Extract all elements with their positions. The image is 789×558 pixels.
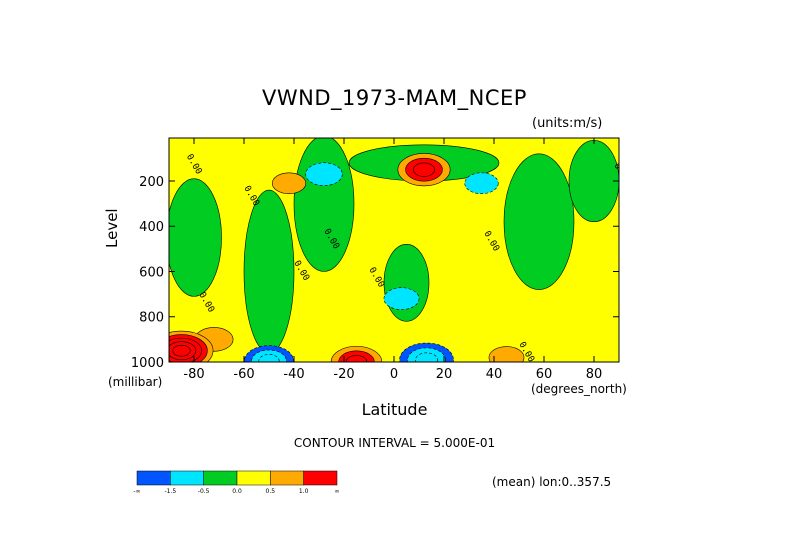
x-tick-label-2: -40: [283, 367, 304, 382]
weak-negative-band-6: [568, 139, 619, 223]
feature-3: [464, 172, 499, 195]
feature-2: [271, 172, 307, 195]
colorbar-swatch-1: [170, 470, 204, 486]
feature-6: [399, 342, 454, 362]
colorbar-swatch-3: [236, 470, 271, 486]
x-tick-label-5: 20: [436, 367, 453, 382]
weak-negative-band-0: [169, 178, 222, 297]
feature-0: [397, 153, 451, 187]
y-tick-label-1: 400: [139, 220, 164, 235]
colorbar-label-0: -∞: [133, 488, 140, 495]
contour-interval-label: CONTOUR INTERVAL = 5.000E-01: [293, 436, 496, 450]
contour-ring: [383, 287, 420, 310]
colorbar-swatch-0: [136, 470, 171, 486]
mean-label: (mean) lon:0..357.5: [492, 475, 612, 489]
x-tick-label-6: 40: [486, 367, 503, 382]
x-axis-label: Latitude: [361, 400, 428, 419]
y-tick-label-2: 600: [139, 265, 164, 280]
colorbar-label-1: -1.5: [164, 488, 176, 495]
colorbar-label-2: -0.5: [198, 488, 210, 495]
contour-ring: [488, 346, 525, 362]
y-tick-label-0: 200: [139, 175, 164, 190]
contour-ring: [305, 162, 343, 186]
y-axis-unit: (millibar): [108, 375, 163, 389]
weak-negative-band-5: [503, 153, 575, 290]
colorbar-swatch-5: [303, 470, 338, 486]
feature-4: [383, 287, 420, 310]
weak-negative-band-1: [243, 189, 295, 354]
x-tick-label-0: -80: [183, 367, 204, 382]
x-tick-label-3: -20: [333, 367, 354, 382]
contour-ring: [258, 354, 280, 362]
contour-ring: [271, 172, 307, 195]
contour-ring: [412, 162, 436, 177]
x-tick-label-4: 0: [390, 367, 398, 382]
colorbar-label-5: 1.0: [299, 488, 309, 495]
colorbar-label-6: ∞: [335, 488, 340, 495]
x-tick-label-1: -60: [233, 367, 254, 382]
weak-negative-band-2: [293, 138, 355, 272]
units-label: (units:m/s): [532, 116, 603, 131]
colorbar-label-4: 0.5: [266, 488, 276, 495]
contour-field: [169, 138, 619, 362]
feature-7: [244, 345, 294, 362]
y-tick-label-3: 800: [139, 311, 164, 326]
colorbar-swatch-2: [203, 470, 238, 486]
colorbar-label-3: 0.0: [232, 488, 242, 495]
chart-title: VWND_1973-MAM_NCEP: [262, 86, 527, 110]
y-tick-label-4: 1000: [131, 356, 164, 371]
x-tick-label-7: 60: [536, 367, 553, 382]
colorbar: -∞ -1.5 -0.5 0.0 0.5 1.0 ∞: [133, 470, 340, 495]
colorbar-swatch-4: [270, 470, 304, 486]
contour-ring: [464, 172, 499, 195]
x-axis-ticks: -80 -60 -40 -20 0 20 40 60 80: [183, 138, 602, 382]
feature-10: [169, 330, 214, 362]
x-tick-label-8: 80: [586, 367, 603, 382]
feature-1: [305, 162, 343, 186]
contour-ring: [415, 352, 438, 362]
y-axis-ticks: 200 400 600 800 1000: [131, 175, 619, 371]
x-axis-unit: (degrees_north): [531, 382, 627, 396]
contour-ring: [172, 344, 191, 357]
weak-negative-band-4: [383, 244, 430, 322]
feature-9: [488, 346, 525, 362]
